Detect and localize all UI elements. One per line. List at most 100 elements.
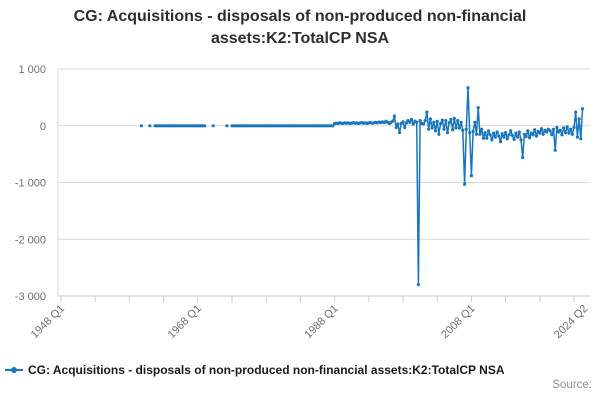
- data-point-marker: [490, 138, 494, 142]
- data-point-marker: [421, 122, 426, 126]
- data-point-marker: [444, 119, 448, 123]
- y-tick-label: 1 000: [18, 64, 46, 76]
- data-point-marker: [533, 128, 537, 132]
- data-point-marker: [574, 110, 578, 114]
- data-point-marker: [411, 122, 415, 126]
- gridlines: [58, 68, 590, 297]
- data-point-marker: [565, 125, 569, 129]
- data-point-marker: [522, 132, 527, 136]
- data-point-marker: [569, 127, 573, 131]
- data-point-marker: [577, 117, 581, 121]
- series-line: [154, 86, 584, 286]
- source-label: Source:: [552, 379, 592, 391]
- legend-item[interactable]: CG: Acquisitions - disposals of non-prod…: [5, 363, 504, 377]
- data-point-marker: [463, 182, 467, 186]
- data-point-marker: [492, 131, 496, 135]
- data-point-marker: [575, 135, 580, 139]
- data-point-marker: [403, 125, 407, 130]
- data-point-marker: [469, 174, 473, 178]
- data-point-marker: [563, 131, 568, 135]
- data-point-marker: [480, 127, 484, 131]
- data-point-marker: [447, 121, 451, 125]
- data-point-marker: [486, 129, 491, 133]
- data-point-marker: [139, 124, 143, 128]
- data-point-marker: [512, 137, 516, 141]
- data-point-marker: [423, 119, 427, 123]
- data-point-marker: [495, 130, 499, 134]
- data-point-marker: [531, 133, 535, 137]
- data-point-marker: [567, 131, 571, 135]
- data-point-marker: [551, 127, 556, 131]
- legend: CG: Acquisitions - disposals of non-prod…: [5, 363, 597, 377]
- data-point-marker: [507, 133, 511, 137]
- chart-title: CG: Acquisitions - disposals of non-prod…: [0, 6, 600, 50]
- data-point-marker: [548, 129, 552, 133]
- y-tick-label: 0: [40, 121, 46, 133]
- data-point-marker: [497, 134, 501, 138]
- data-point-marker: [439, 121, 443, 126]
- axes: [57, 69, 590, 302]
- legend-line-marker-icon: [5, 367, 23, 373]
- data-point-marker: [427, 127, 431, 131]
- data-point-marker: [519, 138, 523, 142]
- data-point-marker: [558, 128, 562, 132]
- data-point-marker: [538, 131, 542, 135]
- data-point-marker: [524, 134, 528, 139]
- y-tick-label: -1 000: [15, 178, 46, 190]
- series-path: [154, 86, 584, 286]
- data-point-marker: [225, 124, 229, 128]
- x-tick-label: 1968 Q1: [166, 303, 204, 341]
- data-point-marker: [502, 135, 506, 139]
- data-point-marker: [416, 283, 420, 287]
- data-point-marker: [442, 127, 446, 131]
- data-point-marker: [432, 120, 436, 124]
- data-point-marker: [408, 120, 412, 124]
- chart-title-line1: CG: Acquisitions - disposals of non-prod…: [73, 8, 527, 25]
- data-point-marker: [464, 127, 468, 131]
- data-point-marker: [572, 125, 576, 130]
- data-point-marker: [526, 129, 530, 133]
- data-point-marker: [514, 131, 518, 135]
- data-point-marker: [545, 130, 549, 134]
- data-point-marker: [425, 110, 429, 114]
- y-axis-labels: 1 000 0 -1 000 -2 000 -3 000: [15, 64, 46, 303]
- legend-label: CG: Acquisitions - disposals of non-prod…: [28, 363, 505, 377]
- data-point-marker: [505, 137, 509, 141]
- data-point-marker: [394, 125, 398, 130]
- data-point-marker: [500, 132, 504, 136]
- data-point-marker: [553, 148, 557, 152]
- data-point-marker: [498, 140, 503, 144]
- data-point-marker: [488, 133, 492, 137]
- data-point-marker: [392, 114, 396, 118]
- data-point-marker: [331, 124, 335, 128]
- data-point-marker: [396, 122, 400, 126]
- data-point-marker: [516, 135, 520, 139]
- chart-title-line2: assets:K2:TotalCP NSA: [210, 30, 390, 47]
- data-point-marker: [510, 133, 514, 137]
- data-point-marker: [428, 117, 432, 121]
- data-point-marker: [481, 136, 485, 140]
- data-point-marker: [452, 116, 456, 120]
- data-point-marker: [445, 131, 450, 135]
- data-point-marker: [468, 131, 472, 135]
- data-point-marker: [451, 128, 455, 132]
- data-point-marker: [466, 86, 470, 90]
- data-point-marker: [562, 126, 566, 130]
- data-point-marker: [527, 136, 532, 140]
- data-point-marker: [534, 134, 539, 138]
- y-tick-label: -2 000: [15, 234, 46, 246]
- data-point-marker: [521, 155, 525, 160]
- data-point-marker: [539, 127, 544, 131]
- data-point-marker: [570, 132, 574, 136]
- data-point-marker: [456, 119, 460, 123]
- data-point-marker: [415, 120, 419, 124]
- data-point-marker: [517, 130, 521, 134]
- data-point-marker: [473, 120, 477, 124]
- data-point-marker: [404, 121, 408, 125]
- x-tick-label: 1948 Q1: [29, 303, 67, 341]
- data-point-marker: [555, 125, 559, 130]
- data-point-marker: [430, 126, 434, 130]
- data-point-marker: [580, 107, 585, 111]
